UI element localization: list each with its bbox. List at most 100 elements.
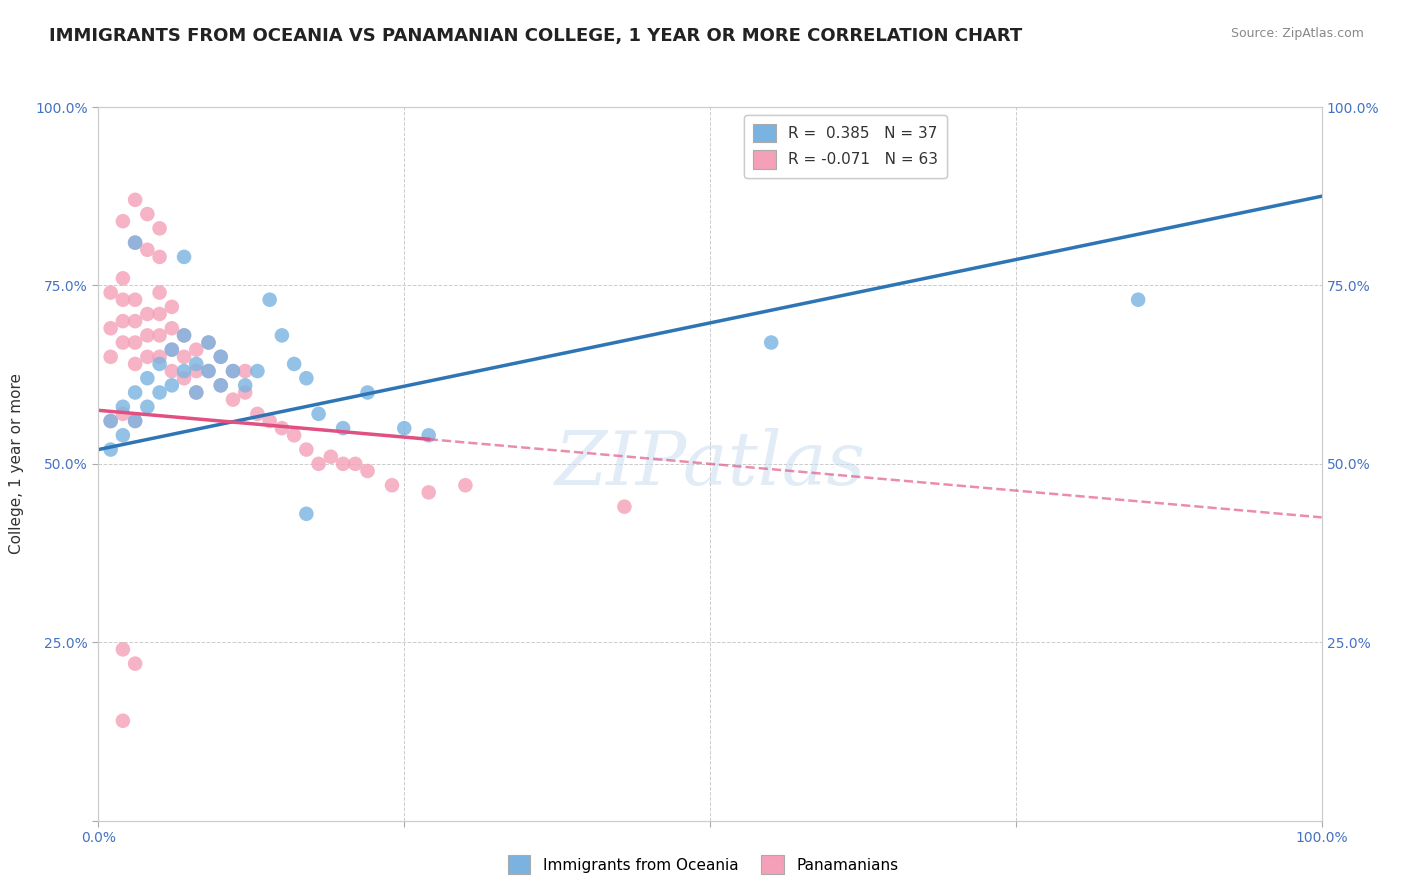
Point <box>136 400 159 414</box>
Point <box>197 335 219 350</box>
Point <box>392 421 416 435</box>
Point <box>173 350 195 364</box>
Point <box>160 364 183 378</box>
Point <box>295 371 318 385</box>
Point <box>124 414 146 428</box>
Point <box>124 314 146 328</box>
Point <box>259 293 281 307</box>
Point <box>209 350 232 364</box>
Point <box>100 321 122 335</box>
Point <box>111 400 134 414</box>
Point <box>613 500 636 514</box>
Point <box>186 357 208 371</box>
Point <box>149 385 172 400</box>
Point <box>233 378 256 392</box>
Point <box>124 414 146 428</box>
Point <box>149 250 172 264</box>
Point <box>308 407 330 421</box>
Point <box>356 385 378 400</box>
Point <box>124 657 146 671</box>
Point <box>160 321 183 335</box>
Point <box>149 357 172 371</box>
Legend: R =  0.385   N = 37, R = -0.071   N = 63: R = 0.385 N = 37, R = -0.071 N = 63 <box>744 115 948 178</box>
Point <box>100 350 122 364</box>
Point <box>111 293 134 307</box>
Point <box>111 314 134 328</box>
Point <box>197 335 219 350</box>
Point <box>173 328 195 343</box>
Point <box>283 357 305 371</box>
Point <box>222 364 245 378</box>
Point <box>160 300 183 314</box>
Point <box>233 364 256 378</box>
Point <box>295 442 318 457</box>
Point <box>160 343 183 357</box>
Text: IMMIGRANTS FROM OCEANIA VS PANAMANIAN COLLEGE, 1 YEAR OR MORE CORRELATION CHART: IMMIGRANTS FROM OCEANIA VS PANAMANIAN CO… <box>49 27 1022 45</box>
Point <box>233 385 256 400</box>
Text: Source: ZipAtlas.com: Source: ZipAtlas.com <box>1230 27 1364 40</box>
Point <box>111 214 134 228</box>
Point <box>454 478 477 492</box>
Point <box>209 378 232 392</box>
Point <box>124 193 146 207</box>
Point <box>149 350 172 364</box>
Legend: Immigrants from Oceania, Panamanians: Immigrants from Oceania, Panamanians <box>502 849 904 880</box>
Point <box>100 414 122 428</box>
Point <box>160 378 183 392</box>
Point <box>209 350 232 364</box>
Point <box>283 428 305 442</box>
Text: ZIPatlas: ZIPatlas <box>554 427 866 500</box>
Point <box>186 385 208 400</box>
Point <box>270 328 294 343</box>
Point <box>136 307 159 321</box>
Point <box>136 207 159 221</box>
Point <box>186 343 208 357</box>
Point <box>173 371 195 385</box>
Point <box>111 271 134 285</box>
Point <box>136 371 159 385</box>
Point <box>136 243 159 257</box>
Point <box>111 428 134 442</box>
Point <box>209 378 232 392</box>
Point <box>332 421 354 435</box>
Point <box>173 328 195 343</box>
Point <box>197 364 219 378</box>
Point <box>160 343 183 357</box>
Point <box>418 428 440 442</box>
Point <box>186 385 208 400</box>
Point <box>111 407 134 421</box>
Point <box>344 457 367 471</box>
Point <box>319 450 342 464</box>
Point <box>222 392 245 407</box>
Point <box>270 421 294 435</box>
Point <box>111 335 134 350</box>
Point <box>332 457 354 471</box>
Point <box>136 328 159 343</box>
Point <box>124 235 146 250</box>
Y-axis label: College, 1 year or more: College, 1 year or more <box>10 374 24 554</box>
Point <box>149 221 172 235</box>
Point <box>124 357 146 371</box>
Point <box>149 307 172 321</box>
Point <box>246 364 269 378</box>
Point <box>100 285 122 300</box>
Point <box>124 335 146 350</box>
Point <box>173 364 195 378</box>
Point <box>111 642 134 657</box>
Point <box>100 442 122 457</box>
Point <box>259 414 281 428</box>
Point <box>197 364 219 378</box>
Point <box>149 328 172 343</box>
Point <box>100 414 122 428</box>
Point <box>136 350 159 364</box>
Point <box>222 364 245 378</box>
Point <box>124 235 146 250</box>
Point <box>761 335 783 350</box>
Point <box>124 385 146 400</box>
Point <box>149 285 172 300</box>
Point <box>1128 293 1150 307</box>
Point <box>356 464 378 478</box>
Point <box>295 507 318 521</box>
Point <box>246 407 269 421</box>
Point <box>381 478 404 492</box>
